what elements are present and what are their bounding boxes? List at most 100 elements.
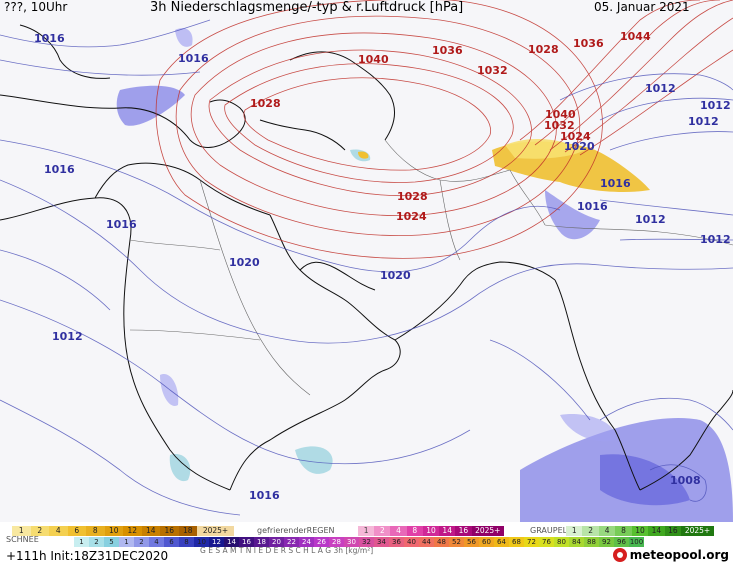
isobar-label-low: 1012: [52, 330, 83, 343]
isobar-label-high: 1036: [573, 37, 604, 50]
legend-total-swatch: 40: [404, 537, 419, 547]
map-date: 05. Januar 2021: [594, 0, 690, 14]
isobars-high: [155, 0, 733, 259]
legend-total-swatch: 72: [524, 537, 539, 547]
isobar-label-high: 1040: [545, 108, 576, 121]
rain-area: [600, 454, 690, 506]
isobar-label-low: 1016: [44, 163, 75, 176]
legend-total-swatch: 22: [284, 537, 299, 547]
isobar-label-high: 1044: [620, 30, 651, 43]
legend-total-swatch: 2: [134, 537, 149, 547]
legend-graupel: 1 2 4 8 10 14 16 2025+: [566, 526, 714, 536]
legend-total-swatch: 5: [104, 537, 119, 547]
meteopool-logo-icon: [612, 548, 627, 562]
map-title: 3h Niederschlagsmenge/-typ & r.Luftdruck…: [150, 0, 464, 15]
legend-total-swatch: 2: [89, 537, 104, 547]
legend-graupel-label: GRAUPEL: [530, 526, 568, 535]
legend-snow-values: 1 2 4 6 8 10 12 14 16 18 2025+: [18, 526, 229, 535]
isobar-label-low: 1008: [670, 474, 701, 487]
legend-swatch: [12, 526, 31, 536]
legend-snow-label: SCHNEE: [6, 535, 39, 544]
rain-area: [116, 85, 185, 126]
rain-area: [295, 446, 333, 474]
legend-snow: 1 2 4 6 8 10 12 14 16 18 2025+: [12, 526, 234, 536]
legend-swatch: [104, 526, 123, 536]
legend-total-swatch: 4: [149, 537, 164, 547]
isobar-label-low: 1012: [688, 115, 719, 128]
legend-freezing: 1 2 4 8 10 14 16 2025+: [358, 526, 504, 536]
isobar-label-low: 1012: [700, 233, 731, 246]
snow-area-light: [505, 138, 585, 159]
isobar-label-low: 1016: [34, 32, 65, 45]
isobar-label-high: 1032: [544, 119, 575, 132]
brand-name: meteopool.org: [629, 548, 729, 562]
isobar-label-high: 1040: [358, 53, 389, 66]
legend-total-swatch: 88: [584, 537, 599, 547]
legend-swatch: [49, 526, 68, 536]
rain-area: [175, 28, 193, 47]
legend-total-swatch: 52: [449, 537, 464, 547]
precipitation-layer: [116, 28, 733, 522]
rain-area: [160, 374, 179, 406]
legend-total-label: G E S A M T N I E D E R S C H L A G 3h […: [200, 546, 374, 555]
legend-total-swatch: 48: [434, 537, 449, 547]
isobar-label-low: 1016: [600, 177, 631, 190]
rain-area: [560, 414, 616, 442]
legend-total-swatch: 68: [509, 537, 524, 547]
isobar-label-high: 1024: [396, 210, 427, 223]
isobar-label-low: 1016: [577, 200, 608, 213]
legend-total-swatch: 96: [614, 537, 629, 547]
legend-total-swatch: 8: [179, 537, 194, 547]
legend-total-swatch: 26: [314, 537, 329, 547]
map-valid-time: ???, 10Uhr: [4, 0, 68, 14]
legend-total-swatch: 10: [194, 537, 209, 547]
legend-total-swatch: 44: [419, 537, 434, 547]
legend-total-swatch: 30: [344, 537, 359, 547]
isobar-label-low: 1020: [564, 140, 595, 153]
legend-total-swatch: 64: [494, 537, 509, 547]
legend-swatch: [86, 526, 105, 536]
isobar-label-low: 1012: [645, 82, 676, 95]
legend-total-swatch: 80: [554, 537, 569, 547]
isobar-label-low: 1012: [635, 213, 666, 226]
isobar-label-low: 1016: [249, 489, 280, 502]
isobar-label-low: 1020: [380, 269, 411, 282]
isobar-label-high: 1024: [560, 130, 591, 143]
legend-swatch: [197, 526, 234, 536]
isobar-label-high: 1032: [477, 64, 508, 77]
legend-total: 1 2 5 1 2 4 6 8 10 12 14 16 18 20 22 24 26 28 30 32 34 36 40 44…: [74, 537, 644, 547]
legend-total-swatch: 20: [269, 537, 284, 547]
run-info: +111h Init:18Z31DEC2020: [6, 549, 169, 563]
legend-swatch: [123, 526, 142, 536]
legend-total-swatch: 12: [209, 537, 224, 547]
legend-total-swatch: 36: [389, 537, 404, 547]
legend-total-swatch: 76: [539, 537, 554, 547]
legend-total-swatch: 24: [299, 537, 314, 547]
legend-total-swatch: 16: [239, 537, 254, 547]
isobar-label-low: 1020: [229, 256, 260, 269]
legend-swatch: [160, 526, 179, 536]
isobars-low: [0, 19, 733, 516]
isobar-label-high: 1036: [432, 44, 463, 57]
coastlines: [0, 24, 733, 491]
snow-area: [358, 151, 369, 159]
legend-total-swatch: 32: [359, 537, 374, 547]
legend-total-swatch: 1: [119, 537, 134, 547]
isobar-label-low: 1012: [700, 99, 731, 112]
legend-swatch: [67, 526, 86, 536]
map-canvas: [0, 0, 733, 522]
legend-total-swatch: 1: [74, 537, 89, 547]
isobar-label-low: 1016: [178, 52, 209, 65]
legend-total-swatch: 34: [374, 537, 389, 547]
legend-total-swatch: 28: [329, 537, 344, 547]
rain-area: [169, 454, 191, 482]
legend-swatch: [178, 526, 197, 536]
legend-total-swatch: 84: [569, 537, 584, 547]
weather-map: 1028 1040 1036 1032 1028 1036 1044 1040 …: [0, 0, 733, 522]
legend-total-swatch: 56: [464, 537, 479, 547]
brand-logo[interactable]: meteopool.org: [612, 548, 729, 562]
legend-total-swatch: 100: [629, 537, 644, 547]
legend-total-swatch: 60: [479, 537, 494, 547]
legend-freezing-label: gefrierenderREGEN: [257, 526, 335, 535]
legend-swatch: [141, 526, 160, 536]
